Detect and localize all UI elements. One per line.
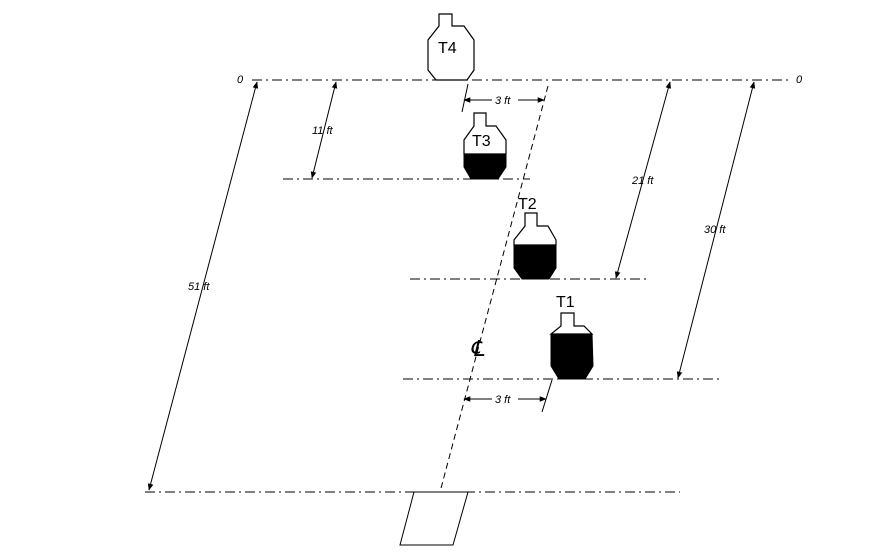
centerline bbox=[439, 85, 549, 493]
t4-extension-line bbox=[461, 83, 469, 113]
t2-distance-arrow bbox=[614, 81, 672, 279]
top-offset-label: 3 ft bbox=[495, 95, 511, 107]
bottom-offset-label: 3 ft bbox=[495, 394, 511, 406]
target-t4-label: T4 bbox=[438, 40, 457, 57]
target-t1-label: T1 bbox=[556, 294, 575, 311]
target-t1: T1 bbox=[549, 294, 594, 380]
t1-distance-label: 30 ft bbox=[704, 224, 726, 236]
total-distance-arrow bbox=[147, 81, 259, 491]
t2-distance-label: 21 ft bbox=[631, 175, 654, 187]
shooting-position-box bbox=[399, 491, 469, 546]
centerline-symbol: ℄ bbox=[470, 336, 485, 361]
target-t3: T3 bbox=[463, 112, 507, 180]
t3-distance-arrow bbox=[310, 81, 338, 179]
t3-distance-label: 11 ft bbox=[312, 125, 334, 137]
target-t2-label: T2 bbox=[518, 196, 537, 213]
t1-extension-line bbox=[541, 379, 553, 413]
zero-label-left: 0 bbox=[237, 74, 244, 86]
target-t3-label: T3 bbox=[472, 133, 491, 150]
target-t4: T4 bbox=[427, 13, 475, 81]
t1-distance-arrow bbox=[676, 81, 756, 379]
total-distance-label: 51 ft bbox=[188, 281, 210, 293]
zero-label-right: 0 bbox=[796, 74, 803, 86]
target-t2: T2 bbox=[513, 196, 557, 280]
